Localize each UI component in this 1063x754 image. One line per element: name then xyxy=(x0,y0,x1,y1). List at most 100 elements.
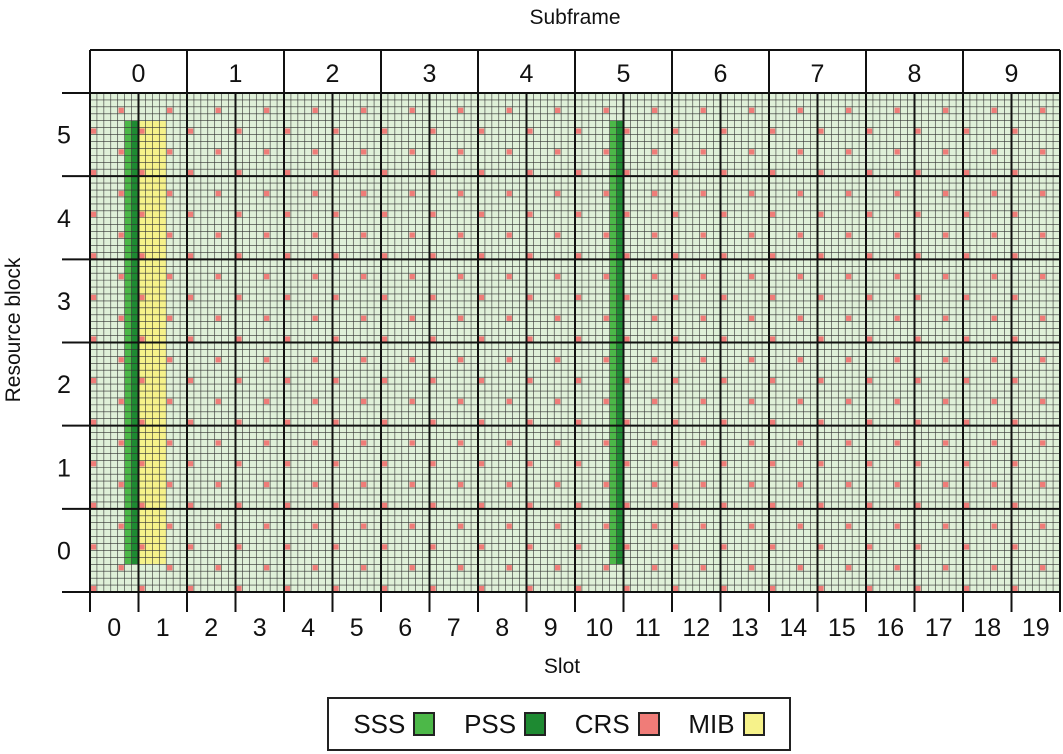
crs-element xyxy=(284,377,291,384)
crs-element xyxy=(264,190,270,197)
crs-element xyxy=(333,336,339,342)
crs-element xyxy=(187,170,194,176)
resource-block-label: 5 xyxy=(57,122,71,150)
crs-element xyxy=(381,419,388,425)
crs-element xyxy=(894,481,900,488)
crs-element xyxy=(139,253,145,259)
crs-element xyxy=(894,149,900,155)
crs-element xyxy=(478,377,485,384)
crs-element xyxy=(700,149,706,155)
crs-element xyxy=(624,585,630,592)
crs-element xyxy=(797,440,803,446)
slot-label: 0 xyxy=(107,614,121,642)
crs-element xyxy=(603,107,609,113)
subframe-label: 2 xyxy=(326,60,340,88)
crs-element xyxy=(1040,357,1046,363)
crs-element xyxy=(236,377,242,384)
crs-element xyxy=(963,377,970,384)
crs-element xyxy=(894,107,900,113)
crs-element xyxy=(963,294,970,301)
crs-element xyxy=(555,565,561,571)
crs-element xyxy=(1040,481,1046,488)
subframe-label: 7 xyxy=(811,60,825,88)
crs-element xyxy=(846,398,852,405)
crs-element xyxy=(430,211,436,217)
crs-element xyxy=(118,440,124,446)
crs-element xyxy=(749,315,755,321)
slot-label: 9 xyxy=(544,614,558,642)
crs-element xyxy=(215,107,221,113)
crs-element xyxy=(187,294,194,301)
crs-element xyxy=(749,523,755,529)
crs-element xyxy=(312,398,318,405)
crs-element xyxy=(361,565,367,571)
crs-element xyxy=(963,544,970,550)
crs-element xyxy=(894,357,900,363)
crs-element xyxy=(1040,273,1046,280)
crs-element xyxy=(943,273,949,280)
crs-element xyxy=(409,232,415,238)
crs-element xyxy=(90,585,97,592)
crs-element xyxy=(409,523,415,529)
crs-element xyxy=(866,336,873,342)
crs-element xyxy=(458,273,464,280)
crs-element xyxy=(672,211,679,217)
crs-element xyxy=(991,357,997,363)
crs-element xyxy=(721,461,727,467)
slot-label: 3 xyxy=(253,614,267,642)
slot-label: 18 xyxy=(973,614,1001,642)
subframe-label: 9 xyxy=(1005,60,1019,88)
left-axis-label: Resource block xyxy=(2,257,25,402)
crs-element xyxy=(769,377,776,384)
crs-element xyxy=(215,440,221,446)
crs-element xyxy=(603,190,609,197)
crs-element xyxy=(236,502,242,509)
crs-element xyxy=(943,523,949,529)
crs-element xyxy=(818,502,824,509)
crs-element xyxy=(866,544,873,550)
crs-element xyxy=(118,107,124,113)
crs-element xyxy=(361,440,367,446)
slot-label: 14 xyxy=(779,614,807,642)
crs-element xyxy=(652,523,658,529)
crs-element xyxy=(187,419,194,425)
crs-element xyxy=(943,398,949,405)
crs-element xyxy=(963,253,970,259)
crs-element xyxy=(381,294,388,301)
crs-element xyxy=(624,336,630,342)
crs-element xyxy=(430,461,436,467)
crs-element xyxy=(167,149,173,155)
crs-element xyxy=(284,544,291,550)
crs-element xyxy=(312,232,318,238)
crs-element xyxy=(603,565,609,571)
crs-element xyxy=(312,357,318,363)
crs-element xyxy=(603,357,609,363)
legend-label: PSS xyxy=(464,708,517,739)
crs-element xyxy=(991,315,997,321)
crs-element xyxy=(555,190,561,197)
crs-element xyxy=(721,336,727,342)
crs-element xyxy=(506,398,512,405)
crs-element xyxy=(1012,253,1018,259)
crs-element xyxy=(797,149,803,155)
crs-element xyxy=(333,585,339,592)
legend-item-crs: CRS xyxy=(575,709,660,740)
crs-element xyxy=(797,273,803,280)
crs-element xyxy=(527,377,533,384)
crs-element xyxy=(700,232,706,238)
crs-element xyxy=(797,565,803,571)
crs-element xyxy=(361,523,367,529)
crs-element xyxy=(118,523,124,529)
crs-element xyxy=(1012,377,1018,384)
crs-element xyxy=(506,273,512,280)
crs-element xyxy=(915,128,921,134)
crs-element xyxy=(284,170,291,176)
crs-element xyxy=(478,170,485,176)
crs-element xyxy=(118,273,124,280)
crs-element xyxy=(624,253,630,259)
top-axis-label: Subframe xyxy=(529,6,620,29)
crs-element xyxy=(1040,440,1046,446)
crs-element xyxy=(818,294,824,301)
crs-element xyxy=(312,565,318,571)
crs-element xyxy=(361,232,367,238)
